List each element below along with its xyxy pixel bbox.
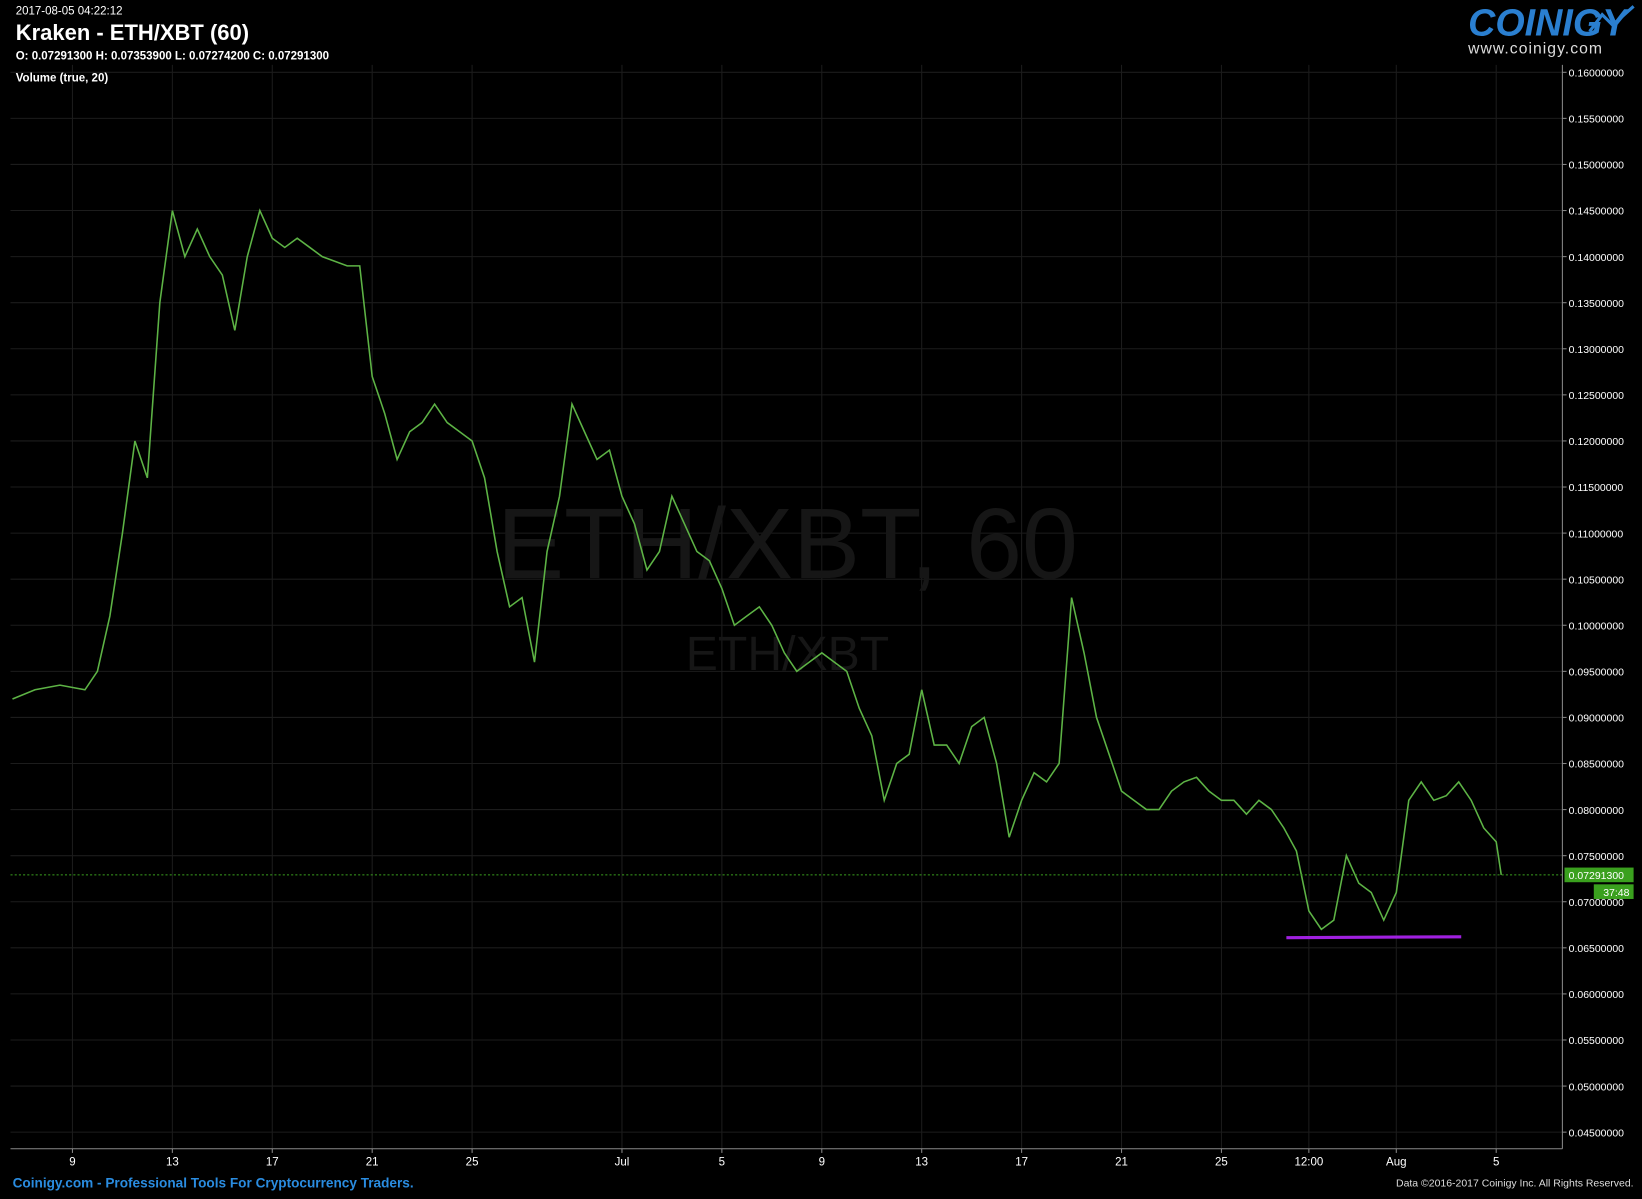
y-tick-label: 0.14500000: [1569, 207, 1624, 218]
footer-right: Data ©2016-2017 Coinigy Inc. All Rights …: [1396, 1178, 1634, 1189]
ohlc: O: 0.07291300 H: 0.07353900 L: 0.0727420…: [16, 51, 329, 63]
y-tick-label: 0.12000000: [1569, 437, 1624, 448]
x-tick-label: Jul: [615, 1156, 630, 1168]
x-tick-label: 13: [915, 1156, 928, 1168]
y-tick-label: 0.15500000: [1569, 115, 1624, 126]
timestamp: 2017-08-05 04:22:12: [16, 6, 123, 18]
x-tick-label: 5: [719, 1156, 725, 1168]
logo-url: www.coinigy.com: [1467, 40, 1603, 57]
y-tick-label: 0.13500000: [1569, 299, 1624, 310]
support-line: [1286, 935, 1462, 940]
x-tick-label: 5: [1493, 1156, 1499, 1168]
grid: [10, 64, 1563, 1149]
x-tick-label: 25: [466, 1156, 479, 1168]
x-tick-label: 17: [1015, 1156, 1028, 1168]
y-tick-label: 0.16000000: [1569, 68, 1624, 79]
y-tick-label: 0.15000000: [1569, 161, 1624, 172]
countdown-box: [1593, 884, 1634, 899]
y-tick-label: 0.08500000: [1569, 760, 1624, 771]
y-tick-label: 0.08000000: [1569, 806, 1624, 817]
countdown-label: 37:48: [1603, 888, 1629, 899]
plot: [10, 208, 1563, 940]
y-tick-label: 0.12500000: [1569, 391, 1624, 402]
last-price-label: 0.07291300: [1569, 871, 1624, 882]
price-line: [12, 208, 1503, 931]
y-tick-label: 0.10500000: [1569, 575, 1624, 586]
y-tick-label: 0.05500000: [1569, 1036, 1624, 1047]
y-tick-label: 0.11000000: [1569, 529, 1624, 540]
x-tick-label: 9: [69, 1156, 75, 1168]
x-tick-label: 17: [266, 1156, 279, 1168]
watermark: ETH/XBT, 60: [497, 488, 1078, 600]
footer-left: Coinigy.com - Professional Tools For Cry…: [13, 1175, 414, 1190]
y-tick-label: 0.06000000: [1569, 990, 1624, 1001]
y-tick-label: 0.14000000: [1569, 253, 1624, 264]
logo-icon: [1588, 5, 1635, 33]
y-tick-label: 0.11500000: [1569, 483, 1624, 494]
title: Kraken - ETH/XBT (60): [16, 20, 249, 45]
x-tick-label: 21: [366, 1156, 379, 1168]
y-tick-label: 0.13000000: [1569, 345, 1624, 356]
y-tick-label: 0.07000000: [1569, 898, 1624, 909]
y-tick-label: 0.09000000: [1569, 714, 1624, 725]
y-tick-label: 0.10000000: [1569, 621, 1624, 632]
last-price-box: [1564, 867, 1634, 883]
y-tick-label: 0.04500000: [1569, 1128, 1624, 1139]
logo: COINIGY: [1468, 2, 1630, 44]
y-tick-label: 0.07500000: [1569, 852, 1624, 863]
x-tick-label: 13: [166, 1156, 179, 1168]
y-tick-label: 0.09500000: [1569, 668, 1624, 679]
y-tick-label: 0.05000000: [1569, 1082, 1624, 1093]
indicator-label: Volume (true, 20): [16, 73, 109, 85]
x-tick-label: 9: [819, 1156, 825, 1168]
y-tick-label: 0.06500000: [1569, 944, 1624, 955]
x-tick-label: 25: [1215, 1156, 1228, 1168]
x-tick-label: 21: [1115, 1156, 1128, 1168]
x-tick-label: 12:00: [1294, 1156, 1323, 1168]
watermark-sub: ETH/XBT: [686, 627, 889, 681]
x-tick-label: Aug: [1386, 1156, 1406, 1168]
